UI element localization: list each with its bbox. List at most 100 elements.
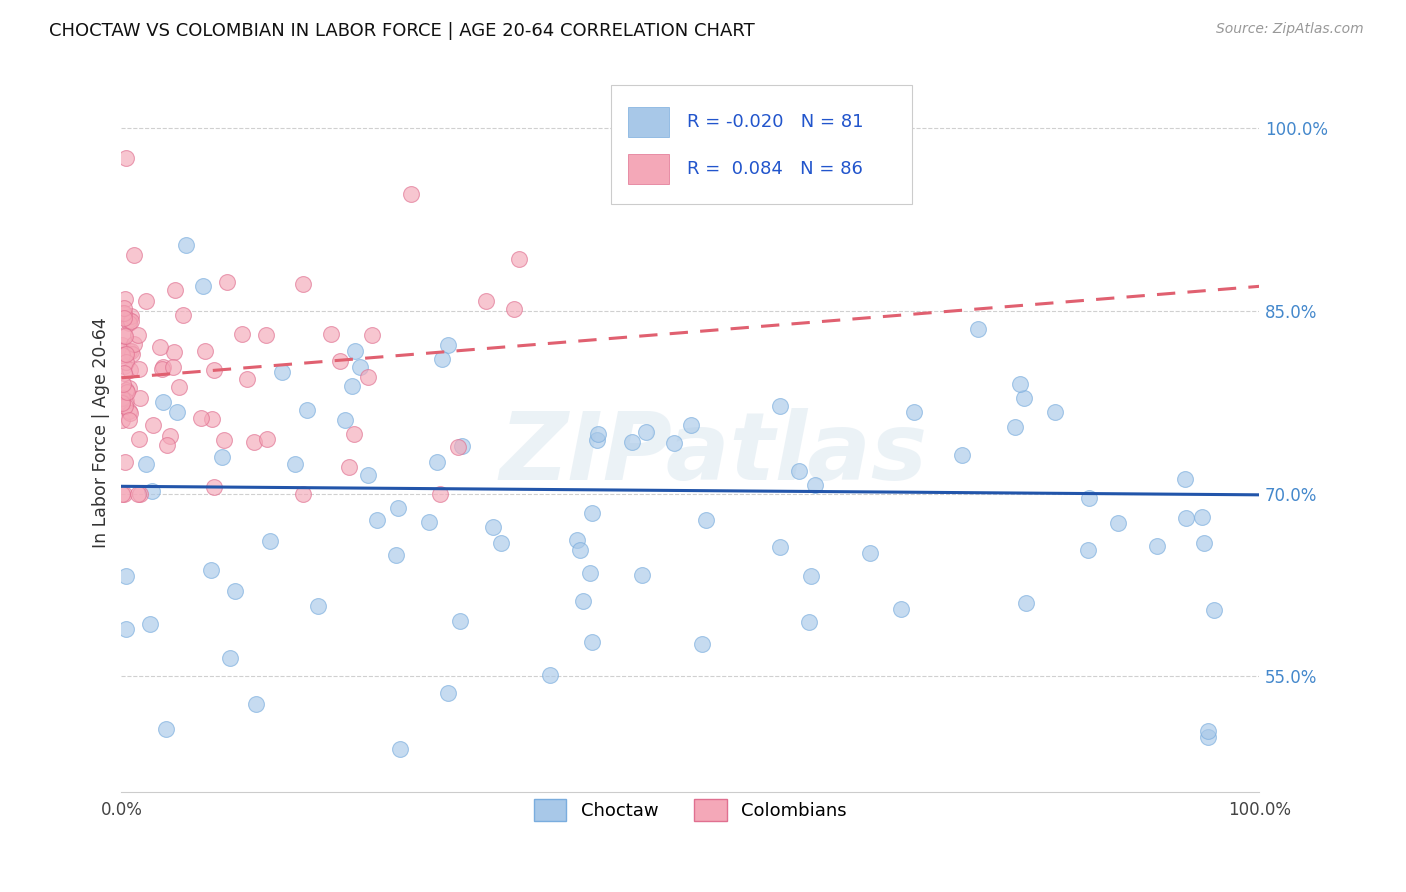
Point [631,568,654,582]
Point [202,363,225,377]
Point [1010,376,1032,391]
Point [474,293,496,308]
Point [1146,539,1168,553]
Point [399,186,422,201]
Point [166,404,188,418]
FancyBboxPatch shape [610,86,912,204]
Point [163,344,186,359]
Point [112,486,135,500]
Point [118,344,141,359]
Point [111,391,134,405]
Point [903,405,925,419]
Point [620,435,643,450]
Point [129,486,152,500]
Point [110,486,132,500]
Point [163,283,186,297]
Point [890,602,912,616]
Point [243,435,266,450]
Point [384,549,406,563]
Point [139,616,162,631]
Point [115,384,138,398]
Point [167,380,190,394]
Point [127,328,149,343]
Point [212,433,235,447]
Point [366,513,388,527]
Point [307,599,329,613]
Point [118,406,141,420]
Point [112,305,135,319]
Point [319,327,342,342]
Point [568,543,591,558]
Point [194,343,217,358]
Point [695,513,717,527]
Point [118,404,141,418]
Point [200,563,222,577]
Point [121,347,143,361]
Point [159,429,181,443]
Point [297,402,319,417]
Point [124,337,146,351]
Point [1014,596,1036,610]
Point [111,395,134,409]
Point [482,520,505,534]
FancyBboxPatch shape [627,107,669,137]
Point [804,478,827,492]
Point [361,328,384,343]
Point [111,413,134,427]
Point [800,569,823,583]
Point [114,399,136,413]
Point [1191,510,1213,524]
Point [284,458,307,472]
Point [112,306,135,320]
Point [586,433,609,447]
Point [636,425,658,439]
Point [508,252,530,266]
Point [112,310,135,325]
Point [114,455,136,469]
Text: ZIPatlas: ZIPatlas [499,409,927,500]
Point [112,366,135,380]
Point [129,391,152,405]
Point [120,313,142,327]
Point [135,293,157,308]
Point [211,450,233,464]
Point [418,516,440,530]
Point [224,583,246,598]
Text: CHOCTAW VS COLOMBIAN IN LABOR FORCE | AGE 20-64 CORRELATION CHART: CHOCTAW VS COLOMBIAN IN LABOR FORCE | AG… [49,22,755,40]
Point [1012,391,1035,405]
Point [489,535,512,549]
Point [1197,724,1219,739]
Point [114,355,136,369]
Point [572,594,595,608]
Point [586,427,609,442]
Point [565,533,588,547]
Point [127,486,149,500]
Point [270,365,292,379]
Point [387,500,409,515]
Point [357,370,380,384]
Point [797,615,820,629]
Point [117,312,139,326]
Point [581,634,603,648]
Point [1197,731,1219,745]
Point [337,460,360,475]
Point [335,412,357,426]
Point [1174,472,1197,486]
Point [122,248,145,262]
Point [115,384,138,399]
Point [128,432,150,446]
Point [111,343,134,358]
Legend: Choctaw, Colombians: Choctaw, Colombians [524,790,856,830]
Point [115,151,138,165]
Point [581,507,603,521]
Point [152,395,174,409]
Point [218,651,240,665]
Point [769,540,792,554]
Point [141,484,163,499]
Point [664,435,686,450]
Point [768,399,790,413]
Point [447,440,470,454]
Point [231,327,253,342]
Point [155,722,177,736]
Point [503,301,526,316]
